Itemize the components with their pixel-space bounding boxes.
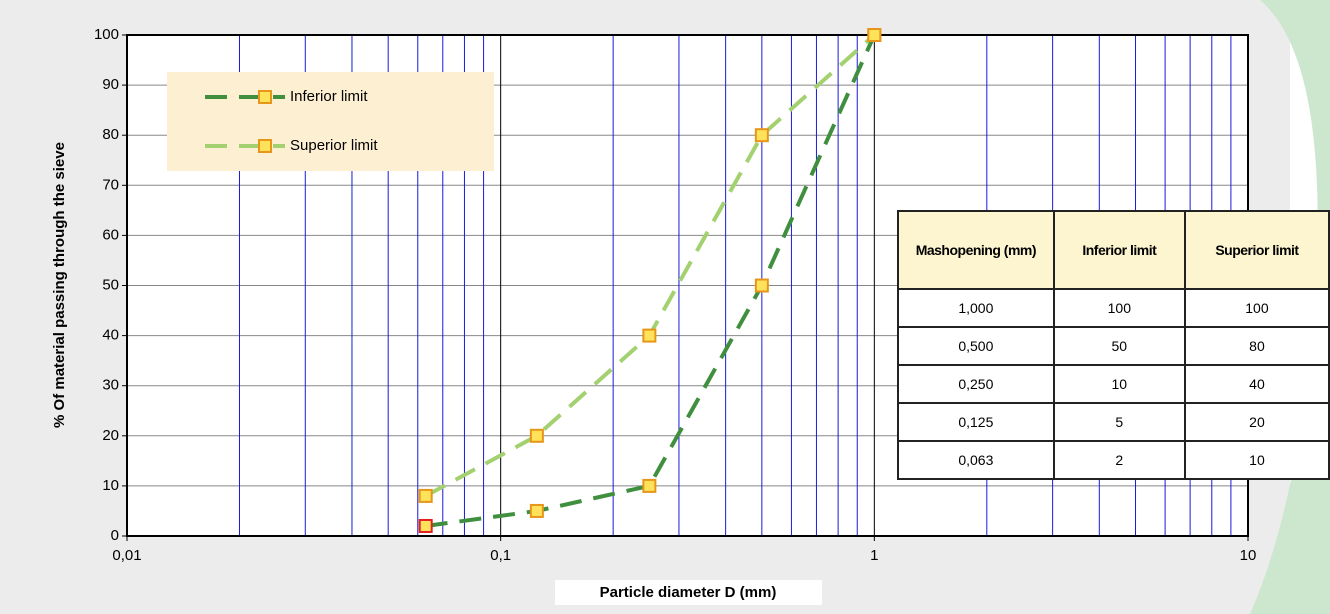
y-tick-label: 30 [102, 377, 119, 394]
legend-label: Inferior limit [290, 88, 368, 105]
table-header-cell: Superior limit [1183, 210, 1330, 290]
x-axis-label-box [555, 580, 822, 605]
table-cell: 50 [1052, 326, 1186, 366]
table-header: Mashopening (mm) Inferior limit Superior l… [897, 210, 1330, 290]
y-tick-label: 70 [102, 176, 119, 193]
table-cell: 0,125 [897, 402, 1055, 442]
table-cell: 0,500 [897, 326, 1055, 366]
table-cell: 0,250 [897, 364, 1055, 404]
table-row: 1,000 100 100 [897, 288, 1330, 328]
x-tick-label: 1 [870, 547, 878, 564]
marker [418, 488, 433, 503]
y-tick-label: 60 [102, 226, 119, 243]
table-cell: 20 [1183, 402, 1330, 442]
y-tick-label: 40 [102, 327, 119, 344]
table-row: 0,250 10 40 [897, 364, 1330, 404]
table-cell: 2 [1052, 440, 1186, 480]
marker [642, 328, 657, 343]
legend-marker [258, 139, 272, 153]
y-tick-label: 10 [102, 477, 119, 494]
table-row: 0,063 2 10 [897, 440, 1330, 480]
y-tick-label: 0 [111, 527, 119, 544]
marker [754, 128, 769, 143]
legend-label: Superior limit [290, 137, 378, 154]
marker [418, 518, 433, 533]
y-tick-label: 20 [102, 427, 119, 444]
marker [754, 278, 769, 293]
table-cell: 100 [1052, 288, 1186, 328]
y-tick-label: 90 [102, 76, 119, 93]
table-cell: 5 [1052, 402, 1186, 442]
table-row: 0,125 5 20 [897, 402, 1330, 442]
series-line [425, 34, 877, 528]
y-tick-label: 100 [94, 26, 119, 43]
table-cell: 10 [1052, 364, 1186, 404]
legend-marker [258, 90, 272, 104]
table-header-cell: Mashopening (mm) [897, 210, 1055, 290]
table-cell: 80 [1183, 326, 1330, 366]
data-table: Mashopening (mm) Inferior limit Superior l… [897, 210, 1330, 480]
table-row: 0,500 50 80 [897, 326, 1330, 366]
table-cell: 40 [1183, 364, 1330, 404]
marker [642, 478, 657, 493]
y-tick-label: 50 [102, 276, 119, 293]
y-tick-label: 80 [102, 126, 119, 143]
y-axis-label: % Of material passing through the sieve [51, 142, 68, 428]
marker [867, 28, 882, 42]
x-tick-label: 0,1 [490, 547, 511, 564]
marker [529, 503, 544, 518]
x-tick-label: 0,01 [112, 547, 141, 564]
x-tick-label: 10 [1240, 547, 1257, 564]
table-cell: 100 [1183, 288, 1330, 328]
table-header-cell: Inferior limit [1052, 210, 1186, 290]
x-axis-label: Particle diameter D (mm) [600, 584, 777, 601]
legend-box [167, 72, 494, 171]
table-cell: 0,063 [897, 440, 1055, 480]
table-cell: 1,000 [897, 288, 1055, 328]
table-cell: 10 [1183, 440, 1330, 480]
marker [529, 428, 544, 443]
